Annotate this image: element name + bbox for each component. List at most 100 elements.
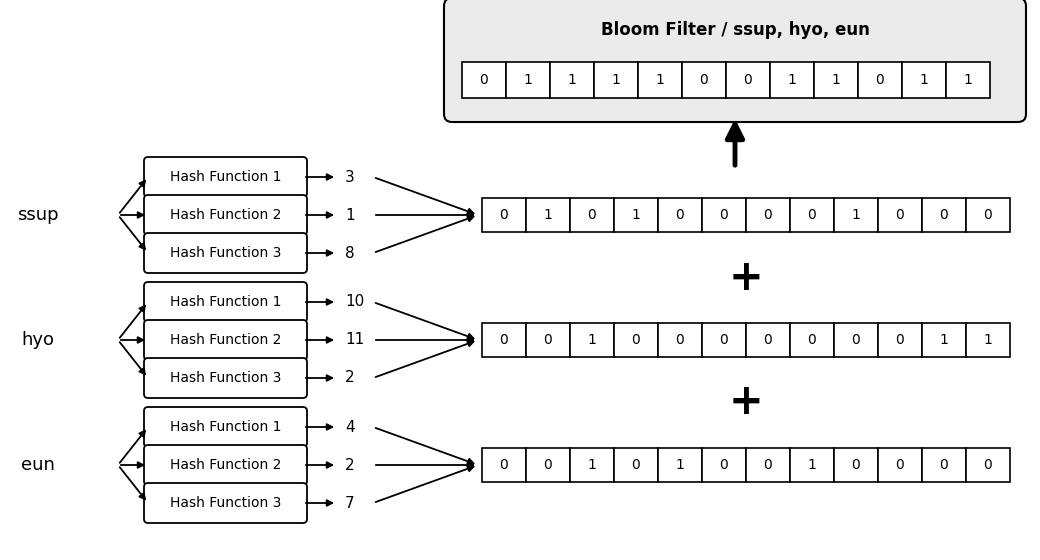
Text: 0: 0 <box>479 73 489 87</box>
FancyBboxPatch shape <box>144 320 307 360</box>
Text: 4: 4 <box>345 419 355 435</box>
FancyBboxPatch shape <box>144 195 307 235</box>
FancyBboxPatch shape <box>144 233 307 273</box>
Text: 0: 0 <box>720 208 728 222</box>
Text: Hash Function 3: Hash Function 3 <box>170 246 281 260</box>
Text: 0: 0 <box>631 333 641 347</box>
Text: 0: 0 <box>588 208 596 222</box>
Bar <box>506 62 550 98</box>
Bar <box>790 323 834 357</box>
Text: 0: 0 <box>852 458 860 472</box>
Bar <box>658 323 702 357</box>
Bar <box>878 448 922 482</box>
FancyBboxPatch shape <box>144 445 307 485</box>
Text: 0: 0 <box>939 458 948 472</box>
FancyBboxPatch shape <box>144 157 307 197</box>
Bar <box>682 62 726 98</box>
Text: Hash Function 3: Hash Function 3 <box>170 496 281 510</box>
Text: Bloom Filter / ssup, hyo, eun: Bloom Filter / ssup, hyo, eun <box>600 21 869 39</box>
Text: 0: 0 <box>676 333 684 347</box>
Text: Hash Function 2: Hash Function 2 <box>170 458 281 472</box>
Text: 0: 0 <box>763 458 773 472</box>
Text: 0: 0 <box>763 333 773 347</box>
Bar <box>638 62 682 98</box>
Text: 1: 1 <box>631 208 641 222</box>
Text: 3: 3 <box>345 170 355 184</box>
Bar <box>746 448 790 482</box>
Bar <box>726 62 770 98</box>
Text: 1: 1 <box>676 458 684 472</box>
Bar <box>902 62 946 98</box>
FancyBboxPatch shape <box>444 0 1026 122</box>
Text: 0: 0 <box>499 333 509 347</box>
Text: 0: 0 <box>984 208 992 222</box>
Text: Hash Function 1: Hash Function 1 <box>170 420 281 434</box>
Text: 0: 0 <box>544 458 552 472</box>
FancyBboxPatch shape <box>144 282 307 322</box>
Bar <box>746 323 790 357</box>
Text: Hash Function 1: Hash Function 1 <box>170 170 281 184</box>
Text: 0: 0 <box>720 458 728 472</box>
Bar <box>614 198 658 232</box>
Bar <box>946 62 990 98</box>
Bar <box>966 448 1010 482</box>
Text: 11: 11 <box>345 333 364 348</box>
Text: 1: 1 <box>568 73 576 87</box>
Bar <box>702 448 746 482</box>
Bar <box>790 198 834 232</box>
Text: +: + <box>729 256 763 298</box>
Bar <box>570 448 614 482</box>
Text: 0: 0 <box>499 208 509 222</box>
Bar <box>834 198 878 232</box>
Bar <box>770 62 814 98</box>
Text: 1: 1 <box>588 333 596 347</box>
Text: 0: 0 <box>852 333 860 347</box>
Text: 1: 1 <box>808 458 816 472</box>
Text: Hash Function 1: Hash Function 1 <box>170 295 281 309</box>
Text: 0: 0 <box>895 333 905 347</box>
Text: Hash Function 2: Hash Function 2 <box>170 208 281 222</box>
Bar <box>966 198 1010 232</box>
Bar <box>834 448 878 482</box>
Bar <box>482 323 526 357</box>
Text: 1: 1 <box>544 208 552 222</box>
Bar <box>482 198 526 232</box>
Bar <box>526 198 570 232</box>
Bar <box>922 323 966 357</box>
Bar <box>702 198 746 232</box>
Bar <box>482 448 526 482</box>
Text: hyo: hyo <box>22 331 54 349</box>
Bar <box>570 198 614 232</box>
Text: Hash Function 2: Hash Function 2 <box>170 333 281 347</box>
Bar <box>614 448 658 482</box>
Text: 0: 0 <box>763 208 773 222</box>
Text: 2: 2 <box>345 458 355 473</box>
Text: 2: 2 <box>345 371 355 385</box>
Text: 1: 1 <box>984 333 992 347</box>
Text: eun: eun <box>21 456 55 474</box>
Text: 1: 1 <box>939 333 948 347</box>
Bar <box>658 448 702 482</box>
Text: 10: 10 <box>345 295 364 310</box>
Bar <box>834 323 878 357</box>
Text: 1: 1 <box>588 458 596 472</box>
Bar <box>814 62 858 98</box>
Bar <box>658 198 702 232</box>
Bar <box>526 448 570 482</box>
Text: 0: 0 <box>895 208 905 222</box>
Text: 1: 1 <box>964 73 972 87</box>
Text: 8: 8 <box>345 245 355 260</box>
Text: 0: 0 <box>744 73 752 87</box>
Bar <box>594 62 638 98</box>
Text: 1: 1 <box>612 73 621 87</box>
Text: 0: 0 <box>676 208 684 222</box>
Bar <box>526 323 570 357</box>
Text: 1: 1 <box>852 208 860 222</box>
Text: Hash Function 3: Hash Function 3 <box>170 371 281 385</box>
Text: 0: 0 <box>720 333 728 347</box>
Text: 0: 0 <box>499 458 509 472</box>
Bar <box>878 198 922 232</box>
Text: 0: 0 <box>631 458 641 472</box>
Bar <box>790 448 834 482</box>
Bar <box>922 448 966 482</box>
